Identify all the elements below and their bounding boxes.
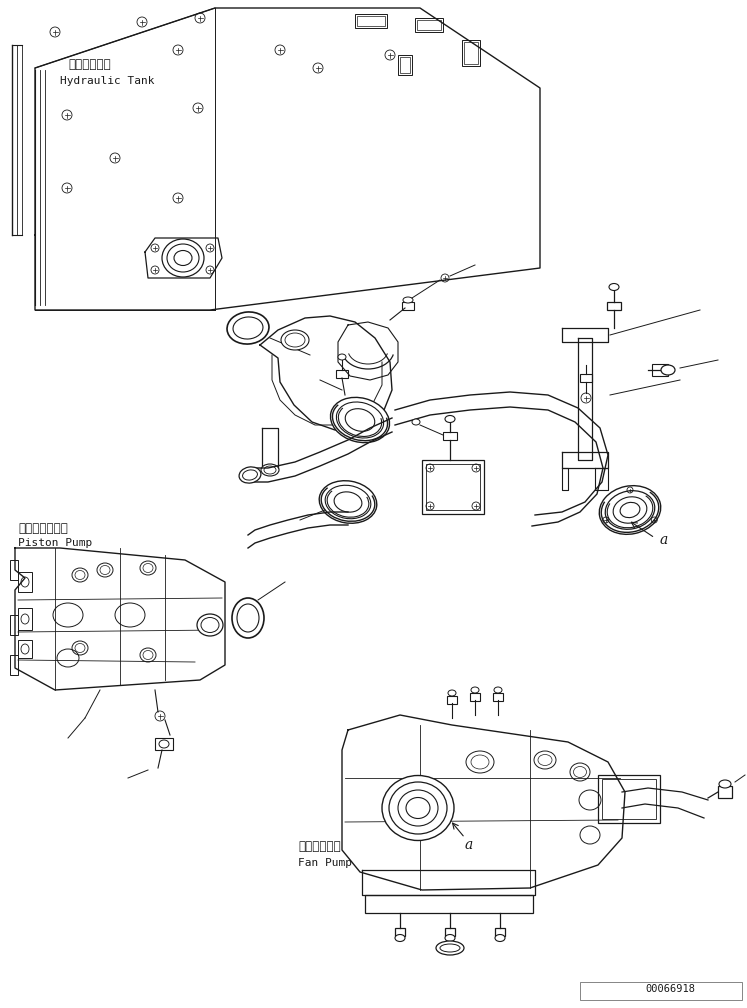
Text: a: a — [660, 533, 669, 547]
Ellipse shape — [719, 780, 731, 788]
Bar — [18, 640, 32, 658]
Text: ファンポンプ: ファンポンプ — [298, 840, 341, 853]
Ellipse shape — [319, 481, 376, 523]
Bar — [426, 464, 480, 510]
Ellipse shape — [261, 464, 279, 476]
Ellipse shape — [436, 941, 464, 955]
Ellipse shape — [325, 485, 371, 519]
Bar — [10, 560, 18, 580]
Bar — [402, 302, 414, 310]
Bar — [607, 302, 621, 310]
Bar — [18, 572, 32, 592]
Ellipse shape — [471, 687, 479, 694]
Ellipse shape — [445, 415, 455, 422]
Polygon shape — [578, 338, 592, 460]
Ellipse shape — [599, 486, 661, 534]
Ellipse shape — [197, 614, 223, 636]
Bar — [417, 20, 441, 30]
Polygon shape — [15, 548, 225, 690]
Ellipse shape — [613, 497, 647, 523]
Ellipse shape — [412, 419, 420, 425]
Ellipse shape — [395, 934, 405, 941]
Polygon shape — [595, 468, 608, 490]
Bar — [443, 432, 457, 440]
Ellipse shape — [445, 934, 455, 941]
Bar — [495, 928, 505, 936]
Ellipse shape — [159, 740, 169, 748]
Polygon shape — [260, 316, 392, 430]
Polygon shape — [562, 468, 568, 490]
Ellipse shape — [494, 687, 502, 694]
Bar — [415, 18, 443, 32]
Bar — [355, 14, 387, 28]
Ellipse shape — [243, 470, 258, 480]
Bar — [718, 786, 732, 798]
Text: Piston Pump: Piston Pump — [18, 538, 92, 548]
Text: Hydraulic Tank: Hydraulic Tank — [60, 76, 155, 86]
Bar — [447, 696, 457, 704]
Bar — [422, 460, 484, 514]
Bar — [470, 694, 480, 701]
Bar — [464, 42, 478, 64]
Ellipse shape — [345, 408, 375, 431]
Bar — [357, 16, 385, 26]
Ellipse shape — [334, 492, 362, 512]
Ellipse shape — [330, 397, 389, 443]
Ellipse shape — [620, 502, 640, 518]
Ellipse shape — [264, 466, 276, 474]
Polygon shape — [338, 322, 398, 380]
Text: a: a — [465, 838, 474, 852]
Bar — [336, 370, 348, 378]
Bar — [395, 928, 405, 936]
Bar — [155, 738, 173, 750]
Ellipse shape — [227, 311, 269, 344]
Bar — [445, 928, 455, 936]
Bar — [493, 694, 503, 701]
Ellipse shape — [389, 782, 447, 834]
Bar — [398, 55, 412, 75]
Bar — [462, 40, 480, 66]
Polygon shape — [362, 870, 535, 895]
Polygon shape — [562, 328, 608, 342]
Text: Fan Pump: Fan Pump — [298, 858, 352, 868]
Bar — [365, 895, 533, 913]
Ellipse shape — [281, 330, 309, 350]
Text: 作動油タンク: 作動油タンク — [68, 58, 111, 71]
Ellipse shape — [609, 283, 619, 290]
Ellipse shape — [382, 775, 454, 841]
Polygon shape — [562, 452, 608, 468]
Polygon shape — [145, 238, 222, 278]
Ellipse shape — [448, 690, 456, 696]
Ellipse shape — [495, 934, 505, 941]
Bar — [602, 779, 656, 818]
Ellipse shape — [661, 365, 675, 375]
Ellipse shape — [239, 467, 261, 483]
Text: ピストンポンプ: ピストンポンプ — [18, 522, 68, 535]
Polygon shape — [35, 8, 540, 310]
Ellipse shape — [285, 333, 305, 347]
Bar — [400, 57, 410, 73]
Text: 00066918: 00066918 — [645, 984, 695, 994]
Ellipse shape — [162, 239, 204, 277]
Bar — [580, 374, 592, 382]
Bar — [580, 982, 742, 1000]
Polygon shape — [342, 715, 625, 890]
Ellipse shape — [403, 297, 413, 303]
Bar — [10, 615, 18, 635]
Bar — [652, 364, 668, 376]
Polygon shape — [262, 428, 278, 470]
Ellipse shape — [336, 402, 384, 438]
Ellipse shape — [605, 491, 655, 529]
Bar — [10, 655, 18, 675]
Ellipse shape — [338, 354, 346, 360]
Bar — [18, 608, 32, 630]
Bar — [598, 775, 660, 823]
Ellipse shape — [232, 598, 264, 638]
